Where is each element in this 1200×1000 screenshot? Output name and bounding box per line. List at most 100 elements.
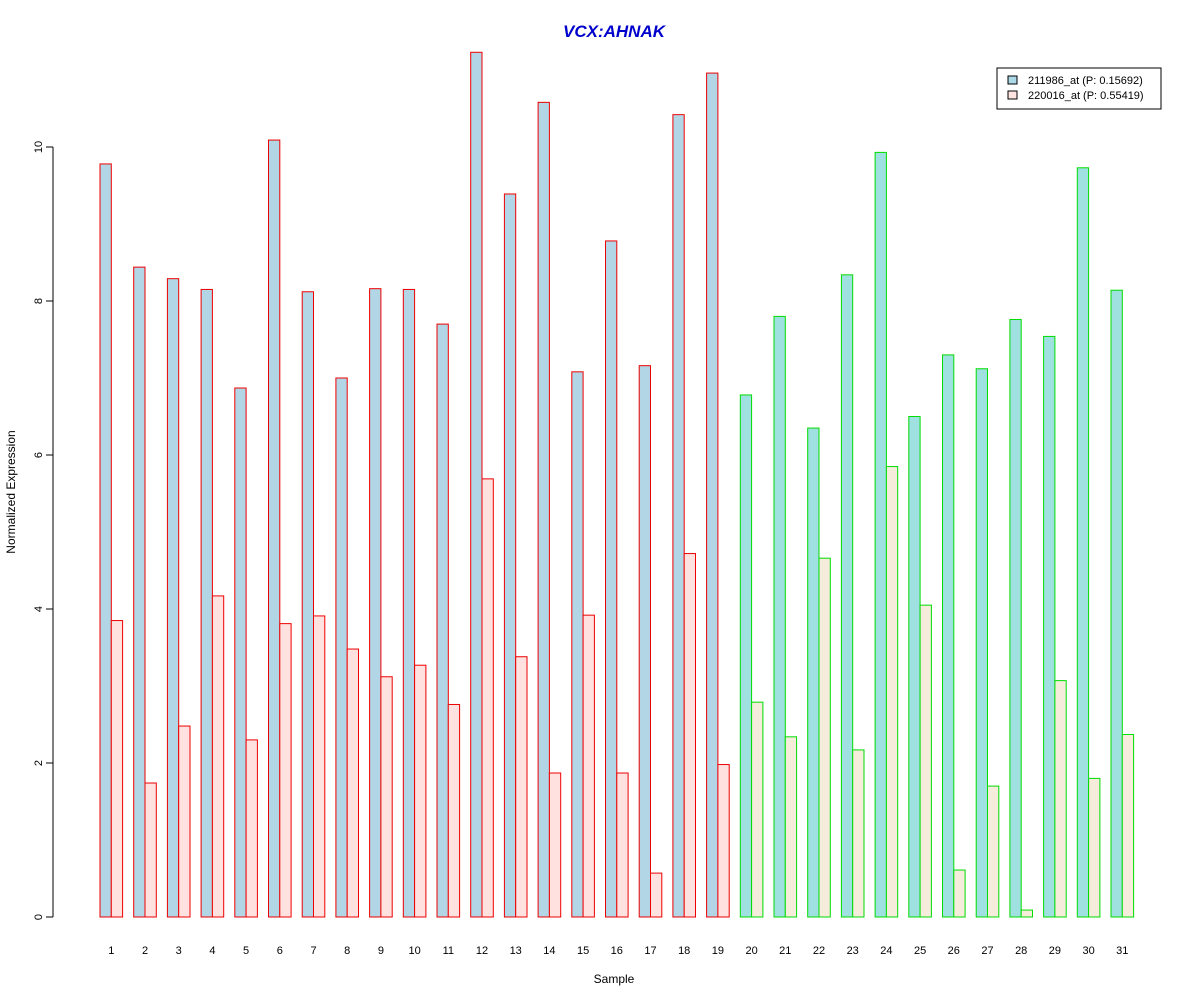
bar-211986_at-sample-26 <box>942 354 955 918</box>
bar-220016_at-sample-2 <box>144 782 157 918</box>
bar-220016_at-sample-1 <box>110 620 124 918</box>
bar-211986_at-sample-24 <box>874 151 887 918</box>
bar-211986_at-sample-18 <box>672 114 685 918</box>
x-tick-label: 29 <box>1049 945 1061 957</box>
bar-220016_at-sample-13 <box>515 656 528 918</box>
y-tick-label: 6 <box>33 452 45 458</box>
bar-211986_at-sample-20 <box>739 394 753 918</box>
bar-211986_at-sample-5 <box>234 387 247 918</box>
y-tick-label: 4 <box>33 606 45 612</box>
bar-220016_at-sample-18 <box>683 553 697 918</box>
bar-211986_at-sample-17 <box>638 365 652 918</box>
x-tick-label: 31 <box>1116 945 1128 957</box>
y-tick-label: 2 <box>33 760 45 766</box>
x-tick-label: 13 <box>510 945 522 957</box>
x-axis-tick-labels: 1 2 3 4 5 6 7 8 9 10 11 12 13 14 15 16 17 18 19 20 21 22 23 24 2… <box>108 945 1128 957</box>
x-tick-label: 3 <box>176 945 182 957</box>
bar-211986_at-sample-22 <box>807 427 820 918</box>
x-axis-label: Sample <box>594 972 635 986</box>
bar-211986_at-sample-10 <box>402 288 416 918</box>
bar-211986_at-sample-13 <box>503 193 517 918</box>
x-tick-label: 7 <box>310 945 316 957</box>
bar-220016_at-sample-11 <box>447 703 461 918</box>
bar-220016_at-sample-29 <box>1054 680 1067 918</box>
x-tick-label: 16 <box>611 945 623 957</box>
x-tick-label: 28 <box>1015 945 1027 957</box>
bar-211986_at-sample-29 <box>1043 335 1056 918</box>
bar-211986_at-sample-15 <box>571 371 584 918</box>
bar-220016_at-sample-24 <box>885 466 899 918</box>
legend-entry-label: 211986_at (P: 0.15692) <box>1028 75 1143 87</box>
x-tick-label: 11 <box>443 945 454 957</box>
bar-220016_at-sample-27 <box>987 785 1000 918</box>
bar-220016_at-sample-20 <box>751 701 764 918</box>
bar-220016_at-sample-17 <box>650 872 663 918</box>
bar-220016_at-sample-10 <box>414 664 427 918</box>
legend: 211986_at (P: 0.15692) 220016_at (P: 0.55… <box>996 67 1162 110</box>
x-tick-label: 6 <box>277 945 283 957</box>
bar-211986_at-sample-23 <box>840 274 854 918</box>
bar-220016_at-sample-15 <box>582 614 595 918</box>
bar-220016_at-sample-8 <box>346 648 360 918</box>
x-tick-label: 15 <box>577 945 589 957</box>
bar-211986_at-sample-6 <box>268 139 281 918</box>
x-tick-label: 18 <box>678 945 690 957</box>
x-tick-label: 21 <box>779 945 791 957</box>
x-tick-label: 23 <box>847 945 859 957</box>
legend-swatch <box>1007 90 1018 100</box>
x-tick-label: 2 <box>142 945 148 957</box>
bar-211986_at-sample-14 <box>537 101 550 918</box>
bar-220016_at-sample-23 <box>852 749 865 918</box>
bar-220016_at-sample-19 <box>717 764 730 918</box>
bar-220016_at-sample-16 <box>616 772 629 918</box>
bar-220016_at-sample-9 <box>380 676 393 918</box>
x-tick-label: 20 <box>745 945 757 957</box>
bar-220016_at-sample-3 <box>178 725 191 918</box>
x-tick-label: 5 <box>243 945 249 957</box>
chart-title: VCX:AHNAK <box>563 22 667 41</box>
bar-211986_at-sample-3 <box>166 278 180 918</box>
y-tick-label: 8 <box>33 298 45 304</box>
bar-220016_at-sample-30 <box>1088 777 1101 918</box>
y-axis: 0 2 4 6 8 10 <box>33 141 54 920</box>
bar-220016_at-sample-28 <box>1020 909 1034 918</box>
bar-211986_at-sample-9 <box>369 288 382 918</box>
bar-211986_at-sample-12 <box>470 51 483 918</box>
x-tick-label: 17 <box>644 945 656 957</box>
bar-211986_at-sample-31 <box>1110 289 1123 918</box>
bar-220016_at-sample-4 <box>211 595 225 918</box>
x-tick-label: 8 <box>344 945 350 957</box>
bar-211986_at-sample-19 <box>706 72 719 918</box>
legend-swatch <box>1007 75 1018 85</box>
bar-220016_at-sample-6 <box>279 623 292 918</box>
bar-220016_at-sample-26 <box>953 869 966 918</box>
bar-220016_at-sample-22 <box>818 557 831 918</box>
bar-211986_at-sample-8 <box>335 377 348 918</box>
x-tick-label: 1 <box>108 945 114 957</box>
y-tick-label: 0 <box>33 914 45 920</box>
x-tick-label: 10 <box>408 945 420 957</box>
x-tick-label: 26 <box>948 945 960 957</box>
bar-220016_at-sample-21 <box>784 736 798 918</box>
legend-entry-label: 220016_at (P: 0.55419) <box>1028 90 1144 102</box>
bar-220016_at-sample-5 <box>245 739 258 918</box>
x-tick-label: 27 <box>981 945 993 957</box>
bar-211986_at-sample-16 <box>605 240 618 918</box>
x-tick-label: 24 <box>880 945 892 957</box>
bar-211986_at-sample-1 <box>99 163 112 918</box>
bar-211986_at-sample-25 <box>908 416 921 918</box>
bar-211986_at-sample-27 <box>975 368 989 918</box>
x-tick-label: 14 <box>543 945 555 957</box>
bar-211986_at-sample-4 <box>200 288 213 918</box>
x-tick-label: 12 <box>476 945 488 957</box>
bar-211986_at-sample-30 <box>1076 167 1090 918</box>
x-tick-label: 25 <box>914 945 926 957</box>
bars-group <box>99 51 1135 918</box>
y-axis-label: Normalized Expression <box>4 430 18 553</box>
bar-220016_at-sample-14 <box>548 772 562 918</box>
bar-211986_at-sample-11 <box>436 323 449 918</box>
x-tick-label: 30 <box>1082 945 1094 957</box>
bar-220016_at-sample-25 <box>919 604 932 918</box>
x-tick-label: 19 <box>712 945 724 957</box>
